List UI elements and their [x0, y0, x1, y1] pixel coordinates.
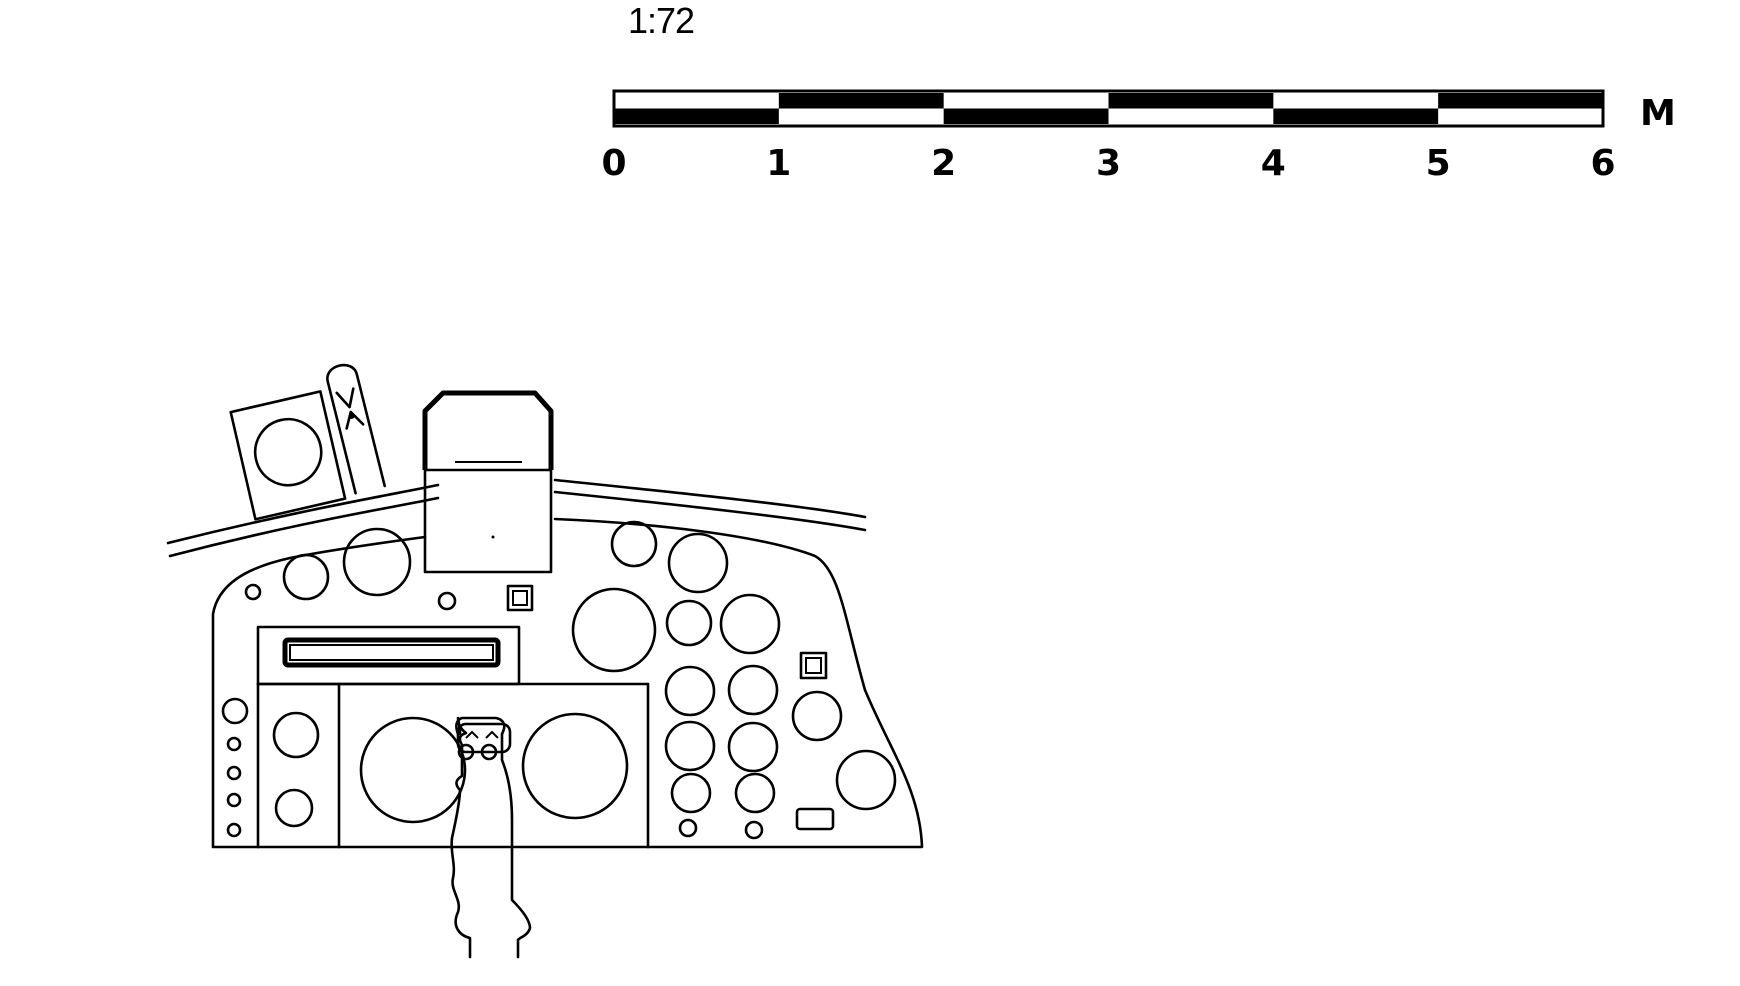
- coaming-line-right-lower: [553, 490, 867, 532]
- scale-tick-label: 2: [931, 143, 956, 184]
- scale-tick-label: 5: [1426, 143, 1451, 184]
- gauge-console-upper: [272, 711, 320, 759]
- coaming-line-right-upper: [553, 478, 867, 519]
- display-slot-frame: [256, 625, 521, 686]
- scale-bar: 0 1 2 3 4 5 6 M: [601, 89, 1676, 184]
- scale-segment-top-3: [1108, 93, 1274, 109]
- control-stick: [450, 716, 532, 959]
- scale-segment-top-1: [778, 93, 944, 109]
- main-display-right: [521, 712, 629, 820]
- scale-tick-label: 6: [1590, 143, 1615, 184]
- scale-bar-ticks: 0 1 2 3 4 5 6: [601, 143, 1615, 184]
- scale-segment-bottom-4: [1273, 108, 1439, 124]
- warning-panel: [795, 807, 835, 831]
- main-display-left: [359, 716, 467, 824]
- instrument-panel: [166, 363, 924, 849]
- scale-segment-bottom-2: [943, 108, 1109, 124]
- coaming-line-left-upper: [166, 483, 440, 545]
- scale-tick-label: 1: [766, 143, 791, 184]
- scale-unit-label: M: [1640, 93, 1676, 134]
- head-up-display: [422, 390, 554, 574]
- gauge-medium-upper-left: [342, 527, 412, 597]
- gauge-console-lower: [274, 788, 314, 828]
- scale-segment-bottom-0: [614, 108, 779, 124]
- indicator-light: [244, 583, 262, 601]
- coaming-line-left-lower: [168, 496, 440, 558]
- gauge-small-upper-left: [282, 553, 330, 601]
- scale-segment-top-5: [1438, 93, 1603, 109]
- scale-ratio-label: 1:72: [628, 0, 695, 41]
- standby-stick: [326, 363, 386, 495]
- square-switch-2: [799, 651, 828, 680]
- panel-outline: [211, 517, 924, 849]
- square-switch-1: [506, 584, 534, 612]
- scale-tick-label: 4: [1261, 143, 1286, 184]
- standby-gauge-box: [229, 390, 347, 521]
- side-knob-1: [221, 697, 249, 725]
- scale-bar-segments: [614, 93, 1603, 124]
- display-slot: [282, 637, 501, 668]
- scale-tick-label: 0: [601, 143, 626, 184]
- indicator-light-center: [437, 591, 457, 611]
- attitude-indicator: [571, 587, 657, 673]
- scale-tick-label: 3: [1096, 143, 1121, 184]
